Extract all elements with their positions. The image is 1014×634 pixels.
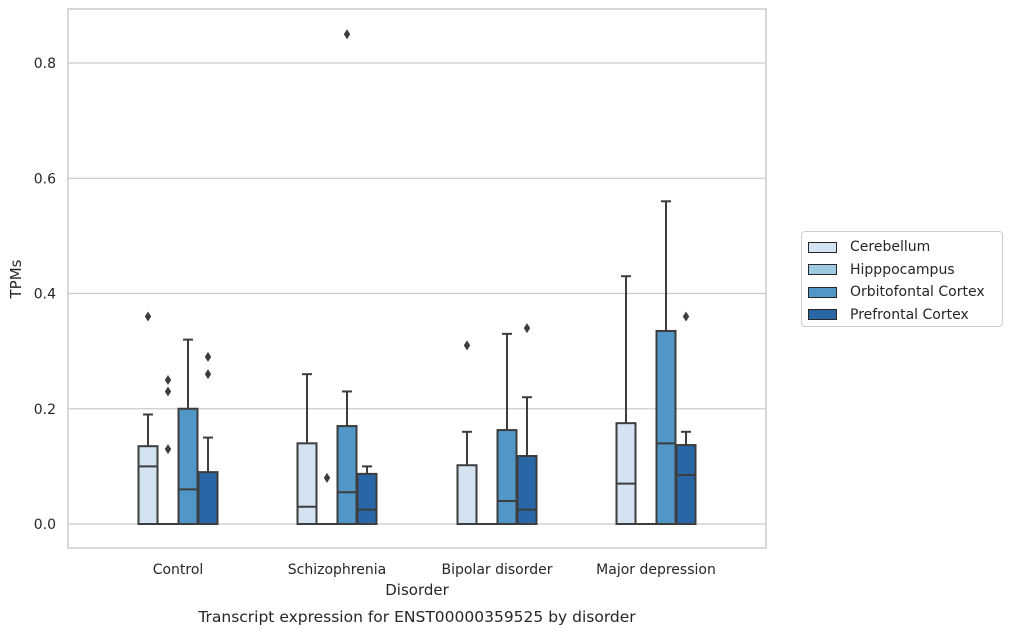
box-body [615, 422, 637, 525]
box-cerebellum [456, 340, 478, 526]
outlier-point [343, 29, 351, 40]
legend: Cerebellum Hipppocampus Orbitofontal Corte… [801, 231, 1003, 327]
box-orbitofontal-cortex [496, 332, 518, 526]
y-tick-label: 0.2 [34, 402, 56, 418]
outlier-point [523, 323, 531, 334]
legend-label: Orbitofontal Cortex [850, 284, 985, 301]
box-orbitofontal-cortex [336, 29, 358, 526]
y-tick-label: 0.4 [34, 287, 56, 303]
x-tick-label: Major depression [596, 562, 716, 578]
outlier-point [682, 311, 690, 322]
box-body [137, 445, 159, 525]
outlier-point [164, 374, 172, 385]
outlier-point [204, 369, 212, 380]
box-body [456, 464, 478, 526]
legend-swatch [808, 241, 837, 253]
box-cerebellum [296, 373, 318, 526]
box-cerebellum [137, 311, 159, 525]
chart-caption: Transcript expression for ENST0000035952… [197, 608, 636, 626]
y-axis-label: TPMs [7, 259, 25, 299]
x-tick-label: Control [153, 562, 204, 578]
legend-label: Hipppocampus [850, 261, 955, 278]
box-body [197, 471, 219, 526]
outlier-point [164, 386, 172, 397]
plot-frame [67, 8, 767, 549]
legend-swatch [808, 264, 837, 276]
y-tick-label: 0.0 [34, 517, 56, 533]
legend-swatch [808, 309, 837, 321]
box-body [655, 329, 677, 525]
box-body [177, 407, 199, 525]
outlier-point [463, 340, 471, 351]
legend-label: Prefrontal Cortex [850, 306, 969, 323]
box-prefrontal-cortex [516, 323, 538, 525]
box-cerebellum [615, 275, 637, 525]
box-body [516, 455, 538, 525]
x-axis-label: Disorder [385, 581, 449, 599]
box-body [336, 425, 358, 526]
box-hipppocampus [316, 472, 338, 526]
legend-label: Cerebellum [850, 239, 931, 256]
box-orbitofontal-cortex [655, 200, 677, 525]
y-tick-labels: 0.0 0.2 0.4 0.6 0.8 [34, 56, 56, 533]
outlier-point [323, 472, 331, 483]
legend-swatch [808, 286, 837, 298]
legend-item: Orbitofontal Cortex [808, 281, 1002, 304]
box-body [675, 444, 697, 525]
box-prefrontal-cortex [675, 311, 697, 525]
box-prefrontal-cortex [356, 465, 378, 525]
legend-item: Cerebellum [808, 236, 1002, 259]
x-tick-label: Schizophrenia [288, 562, 386, 578]
x-tick-label: Bipolar disorder [441, 562, 552, 578]
outlier-point [204, 351, 212, 362]
x-tick-labels: Control Schizophrenia Bipolar disorder Majo… [153, 562, 716, 578]
box-body [356, 472, 378, 525]
y-tick-label: 0.6 [34, 171, 56, 187]
legend-item: Prefrontal Cortex [808, 304, 1002, 327]
outlier-point [164, 444, 172, 455]
legend-item: Hipppocampus [808, 259, 1002, 282]
box-body [496, 429, 518, 526]
box-orbitofontal-cortex [177, 338, 199, 525]
box-prefrontal-cortex [197, 351, 219, 526]
box-body [296, 442, 318, 526]
y-tick-label: 0.8 [34, 56, 56, 72]
box-series [137, 29, 697, 526]
outlier-point [144, 311, 152, 322]
box-hipppocampus [157, 374, 179, 526]
